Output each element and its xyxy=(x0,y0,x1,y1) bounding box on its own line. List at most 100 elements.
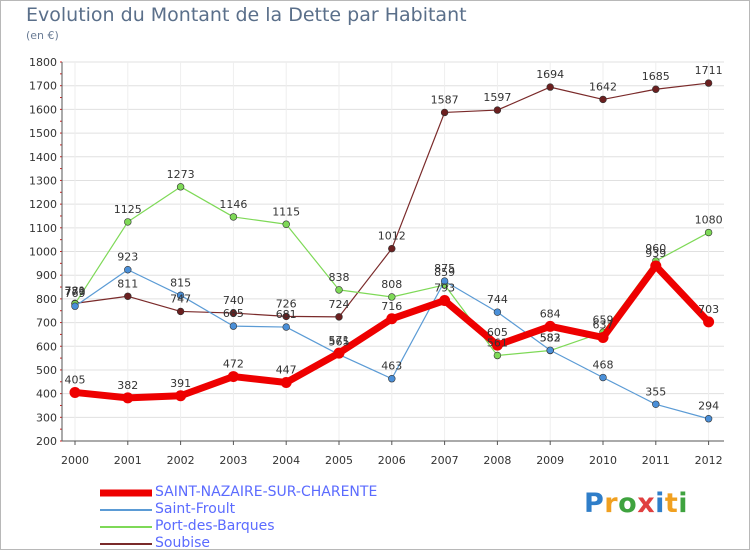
legend-swatch xyxy=(100,525,152,528)
x-tick-label: 2009 xyxy=(536,454,564,467)
data-label: 744 xyxy=(487,293,508,306)
data-label: 294 xyxy=(698,400,719,413)
data-label: 447 xyxy=(276,363,297,376)
data-label: 565 xyxy=(329,336,350,349)
data-point xyxy=(652,85,660,93)
data-point xyxy=(544,320,556,332)
data-point xyxy=(69,386,81,398)
y-tick-label: 1700 xyxy=(29,80,57,93)
data-label: 1125 xyxy=(114,203,142,216)
data-label: 808 xyxy=(381,278,402,291)
data-label: 1273 xyxy=(167,168,195,181)
x-tick-label: 2003 xyxy=(219,454,247,467)
data-label: 1642 xyxy=(589,80,617,93)
legend-label: Saint-Froult xyxy=(155,501,236,517)
data-point xyxy=(704,415,713,423)
data-point xyxy=(176,183,185,191)
y-tick-label: 1200 xyxy=(29,198,57,211)
y-tick-label: 1600 xyxy=(29,103,57,116)
data-point xyxy=(335,313,343,321)
data-label: 703 xyxy=(698,303,719,316)
x-tick-label: 2007 xyxy=(431,454,459,467)
legend-label: Port-des-Barques xyxy=(155,518,275,534)
data-point xyxy=(280,376,292,388)
data-label: 659 xyxy=(593,313,614,326)
logo-letter: P xyxy=(584,488,605,519)
data-label: 382 xyxy=(117,379,138,392)
data-label: 1597 xyxy=(483,91,511,104)
data-point xyxy=(227,371,239,383)
legend-swatch xyxy=(100,489,152,496)
logo-letter: r xyxy=(604,488,619,519)
data-point xyxy=(597,331,609,343)
x-tick-label: 2006 xyxy=(378,454,406,467)
data-label: 637 xyxy=(593,318,614,331)
data-point xyxy=(599,373,607,382)
y-tick-label: 800 xyxy=(36,293,57,306)
data-label: 1080 xyxy=(695,214,723,227)
data-point xyxy=(124,266,132,274)
data-point xyxy=(122,392,134,404)
x-tick-label: 2005 xyxy=(325,454,353,467)
data-point xyxy=(546,346,554,354)
y-tick-label: 900 xyxy=(36,269,57,282)
data-label: 561 xyxy=(487,336,508,349)
y-tick-label: 1500 xyxy=(29,127,57,140)
data-label: 468 xyxy=(593,359,614,372)
data-point xyxy=(704,79,713,87)
data-label: 405 xyxy=(65,373,86,386)
data-label: 960 xyxy=(645,242,666,255)
data-label: 681 xyxy=(276,308,297,321)
data-label: 391 xyxy=(170,377,191,390)
x-tick-label: 2001 xyxy=(114,454,142,467)
y-tick-label: 600 xyxy=(36,340,57,353)
logo-letter: i xyxy=(678,488,689,519)
data-label: 838 xyxy=(329,271,350,284)
x-tick-label: 2008 xyxy=(483,454,511,467)
data-label: 875 xyxy=(434,262,455,275)
data-point xyxy=(440,108,449,117)
y-tick-label: 1800 xyxy=(29,56,57,69)
data-point xyxy=(282,312,290,321)
data-point xyxy=(282,220,290,228)
x-tick-label: 2000 xyxy=(61,454,89,467)
x-tick-label: 2010 xyxy=(589,454,617,467)
y-tick-label: 500 xyxy=(36,364,57,377)
data-label: 685 xyxy=(223,307,244,320)
data-label: 463 xyxy=(381,360,402,373)
y-tick-label: 1300 xyxy=(29,174,57,187)
data-point xyxy=(229,322,238,330)
data-point xyxy=(439,295,451,307)
chart-subtitle: (en €) xyxy=(26,29,59,42)
data-label: 684 xyxy=(540,307,561,320)
data-point xyxy=(493,106,502,114)
logo-letter: o xyxy=(618,488,638,519)
y-tick-label: 200 xyxy=(36,435,57,448)
data-point xyxy=(124,292,132,300)
data-label: 1587 xyxy=(431,93,459,106)
data-point xyxy=(71,302,79,310)
data-point xyxy=(652,400,660,408)
data-label: 1685 xyxy=(642,70,670,83)
data-label: 724 xyxy=(329,298,350,311)
logo-letter: x xyxy=(637,488,656,519)
data-label: 747 xyxy=(170,292,191,305)
data-label: 583 xyxy=(540,331,561,344)
data-point xyxy=(124,218,132,226)
data-point xyxy=(388,293,396,301)
data-point xyxy=(386,313,398,325)
y-tick-label: 700 xyxy=(36,317,57,330)
data-label: 781 xyxy=(65,284,86,297)
y-tick-label: 1400 xyxy=(29,151,57,164)
data-point xyxy=(229,309,238,317)
data-point xyxy=(650,260,662,272)
data-point xyxy=(335,286,343,294)
data-label: 355 xyxy=(645,385,666,398)
y-tick-label: 1000 xyxy=(29,246,57,259)
legend-swatch xyxy=(100,542,152,545)
data-label: 726 xyxy=(276,297,297,310)
x-tick-label: 2011 xyxy=(642,454,670,467)
data-point xyxy=(546,83,554,91)
data-point xyxy=(176,307,185,316)
